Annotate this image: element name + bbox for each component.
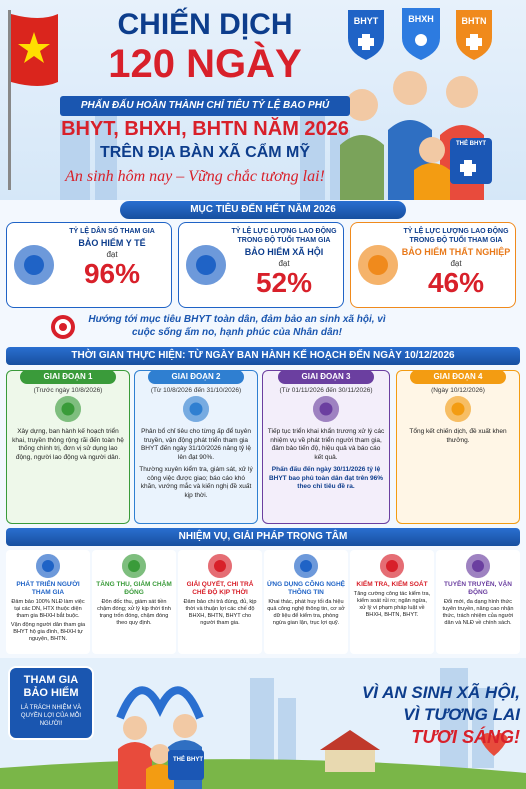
phase-text: Xây dựng, ban hành kế hoạch triển khai, … (12, 428, 124, 461)
tasks: PHÁT TRIỂN NGƯỜI THAM GIA Đảm bảo 100% NL… (6, 550, 520, 656)
task-column: KIỂM TRA, KIỂM SOÁT Tăng cường công tác k… (350, 550, 434, 654)
phase-period: (Từ 10/8/2026 đến 31/10/2026) (150, 387, 242, 394)
banner: PHẤN ĐẤU HOÀN THÀNH CHỈ TIÊU TỶ LỆ BAO P… (60, 96, 350, 116)
slogan-line: VÌ TƯƠNG LAI (403, 705, 520, 724)
title-line2: 120 NGÀY (108, 42, 302, 86)
task-text: Khai thác, phát huy tối đa hiệu quả công… (267, 599, 345, 626)
task-text: Vận động người dân tham gia BHYT hộ gia … (10, 622, 86, 642)
task-title: TUYÊN TRUYỀN, VẬN ĐỘNG (444, 581, 512, 596)
icon (183, 396, 209, 422)
target-label: TỶ LỆ LỰC LƯỢNG LAO ĐỘNG TRONG ĐỘ TUỔI T… (403, 228, 509, 244)
target-card: TỶ LỆ DÂN SỐ THAM GIA BẢO HIỂM Y TẾ đạt 96% (6, 222, 172, 308)
badge-title: THAM GIA BẢO HIỂM (23, 674, 79, 699)
goal-icon (51, 315, 75, 339)
icon (14, 245, 54, 285)
goal-text: Hướng tới mục tiêu BHYT toàn dân, đảm bả… (88, 314, 386, 338)
phases: GIAI ĐOẠN 1 (Trước ngày 10/8/2026) Xây dựn… (6, 370, 520, 526)
target-reach: đạt (106, 250, 118, 259)
icon (313, 396, 339, 422)
phase-name: GIAI ĐOẠN 4 (410, 370, 506, 384)
phase-card: GIAI ĐOẠN 1 (Trước ngày 10/8/2026) Xây dựn… (6, 370, 130, 524)
target-reach: đạt (278, 259, 290, 268)
title-line1: CHIẾN DỊCH (117, 8, 293, 41)
task-title: TĂNG THU, GIẢM CHẬM ĐÓNG (96, 581, 172, 596)
task-column: TĂNG THU, GIẢM CHẬM ĐÓNG Đôn đốc thu, giá… (92, 550, 176, 654)
icon (445, 396, 471, 422)
badge: BHTN (461, 16, 487, 26)
slogan-line: VÌ AN SINH XÃ HỘI, (361, 683, 520, 702)
task-text: Đổi mới, đa dạng hình thức tuyên truyền,… (442, 599, 514, 626)
target-program: BẢO HIỂM Y TẾ (78, 238, 146, 248)
phase-text: Phân bổ chỉ tiêu cho từng ấp để tuyên tr… (140, 428, 252, 461)
icon (122, 554, 146, 578)
target-reach: đạt (450, 259, 462, 268)
phase-card: GIAI ĐOẠN 4 (Ngày 10/12/2026) Tổng kết chi… (396, 370, 520, 524)
card-label: THẺ BHYT (173, 757, 203, 763)
icon (36, 554, 60, 578)
header-art (8, 8, 492, 200)
badge: BHYT (353, 16, 379, 26)
icon (358, 245, 398, 285)
section-heading: MỤC TIÊU ĐẾN HẾT NĂM 2026 (120, 201, 406, 219)
icon (208, 554, 232, 578)
target-text: TỶ LỆ DÂN SỐ THAM GIA BẢO HIỂM Y TẾ đạt 96% (57, 227, 167, 303)
target-icon-wrap (355, 227, 401, 303)
target-label: TỶ LỆ DÂN SỐ THAM GIA (69, 228, 155, 235)
phase-name: GIAI ĐOẠN 1 (20, 370, 116, 384)
footer-badge: THAM GIA BẢO HIỂM LÀ TRÁCH NHIỆM VÀ QUYỀ… (8, 666, 94, 740)
target-program: BẢO HIỂM THẤT NGHIỆP (401, 247, 511, 257)
target-card: TỶ LỆ LỰC LƯỢNG LAO ĐỘNG TRONG ĐỘ TUỔI T… (350, 222, 516, 308)
section-heading: NHIỆM VỤ, GIẢI PHÁP TRỌNG TÂM (6, 528, 520, 546)
badge-text: LÀ TRÁCH NHIỆM VÀ QUYỀN LỢI CỦA MỖI NGƯỜ… (20, 705, 82, 727)
icon (380, 554, 404, 578)
target-text: TỶ LỆ LỰC LƯỢNG LAO ĐỘNG TRONG ĐỘ TUỔI T… (401, 227, 511, 303)
icon (294, 554, 318, 578)
phase-period: (Trước ngày 10/8/2026) (33, 387, 103, 394)
task-text: Đảm bảo 100% NLĐ làm việc tại các DN, HT… (11, 599, 85, 619)
phase-text: Tiếp tục triển khai khẩn trương xử lý cá… (267, 428, 385, 461)
task-column: TUYÊN TRUYỀN, VẬN ĐỘNG Đổi mới, đa dạng h… (436, 550, 520, 654)
target-program: BẢO HIỂM XÃ HỘI (244, 247, 324, 257)
subtitle: BHYT, BHXH, BHTN NĂM 2026 (61, 118, 349, 140)
icon (186, 245, 226, 285)
phase-card: GIAI ĐOẠN 2 (Từ 10/8/2026 đến 31/10/2026)… (134, 370, 258, 524)
phase-text: Phấn đấu đến ngày 30/11/2026 tỷ lệ BHYT … (268, 466, 384, 490)
phase-text: Thường xuyên kiểm tra, giám sát, xử lý c… (139, 466, 253, 499)
icon (466, 554, 490, 578)
footer-slogan: VÌ AN SINH XÃ HỘI, VÌ TƯƠNG LAI TƯƠI SÁN… (300, 682, 520, 748)
task-title: GIẢI QUYẾT, CHI TRẢ CHẾ ĐỘ KỊP THỜI (186, 581, 254, 596)
target-cards: TỶ LỆ DÂN SỐ THAM GIA BẢO HIỂM Y TẾ đạt 96%… (6, 222, 520, 310)
slogan: An sinh hôm nay – Vững chắc tương lai! (65, 168, 325, 185)
target-icon-wrap (183, 227, 229, 303)
card-label: THẺ BHYT (456, 141, 486, 147)
task-title: PHÁT TRIỂN NGƯỜI THAM GIA (16, 581, 80, 596)
target-value: 46% (427, 267, 485, 298)
target-icon-wrap (11, 227, 57, 303)
phase-period: (Từ 01/11/2026 đến 30/11/2026) (279, 387, 373, 394)
phase-name: GIAI ĐOẠN 3 (278, 370, 374, 384)
target-value: 96% (83, 258, 141, 289)
slogan-line: TƯƠI SÁNG! (411, 727, 520, 747)
task-title: ỨNG DỤNG CÔNG NGHỆ THÔNG TIN (267, 581, 345, 596)
task-title: KIỂM TRA, KIỂM SOÁT (356, 581, 428, 588)
phase-card: GIAI ĐOẠN 3 (Từ 01/11/2026 đến 30/11/2026… (262, 370, 390, 524)
task-column: PHÁT TRIỂN NGƯỜI THAM GIA Đảm bảo 100% NL… (6, 550, 90, 654)
icon (55, 396, 81, 422)
task-text: Đảm bảo chi trả đúng, đủ, kịp thời và th… (183, 599, 257, 626)
target-value: 52% (255, 267, 313, 298)
phase-name: GIAI ĐOẠN 2 (148, 370, 244, 384)
task-text: Đôn đốc thu, giám sát tiền chậm đóng; xử… (97, 599, 171, 626)
target-card: TỶ LỆ LỰC LƯỢNG LAO ĐỘNG TRONG ĐỘ TUỔI T… (178, 222, 344, 308)
task-column: GIẢI QUYẾT, CHI TRẢ CHẾ ĐỘ KỊP THỜI Đảm b… (178, 550, 262, 654)
task-column: ỨNG DỤNG CÔNG NGHỆ THÔNG TIN Khai thác, p… (264, 550, 348, 654)
phase-period: (Ngày 10/12/2026) (431, 387, 485, 394)
badge: BHXH (408, 14, 434, 24)
section-heading: THỜI GIAN THỰC HIỆN: TỪ NGÀY BAN HÀNH KẾ… (6, 347, 520, 365)
location: TRÊN ĐỊA BÀN XÃ CẨM MỸ (99, 144, 311, 161)
target-text: TỶ LỆ LỰC LƯỢNG LAO ĐỘNG TRONG ĐỘ TUỔI T… (229, 227, 339, 303)
phase-text: Tổng kết chiến dịch, đề xuất khen thưởng… (409, 428, 507, 444)
target-label: TỶ LỆ LỰC LƯỢNG LAO ĐỘNG TRONG ĐỘ TUỔI T… (231, 228, 337, 244)
task-text: Tăng cường công tác kiểm tra, kiểm soát … (353, 591, 431, 618)
